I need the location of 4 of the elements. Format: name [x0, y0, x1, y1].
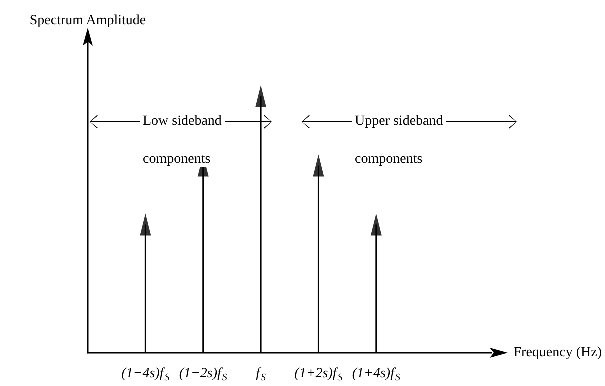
x-axis-title: Frequency (Hz) [514, 346, 602, 360]
text: Upper sideband components [355, 114, 444, 167]
y-axis-title: Spectrum Amplitude [30, 14, 146, 28]
text: Low sideband components [143, 114, 222, 167]
